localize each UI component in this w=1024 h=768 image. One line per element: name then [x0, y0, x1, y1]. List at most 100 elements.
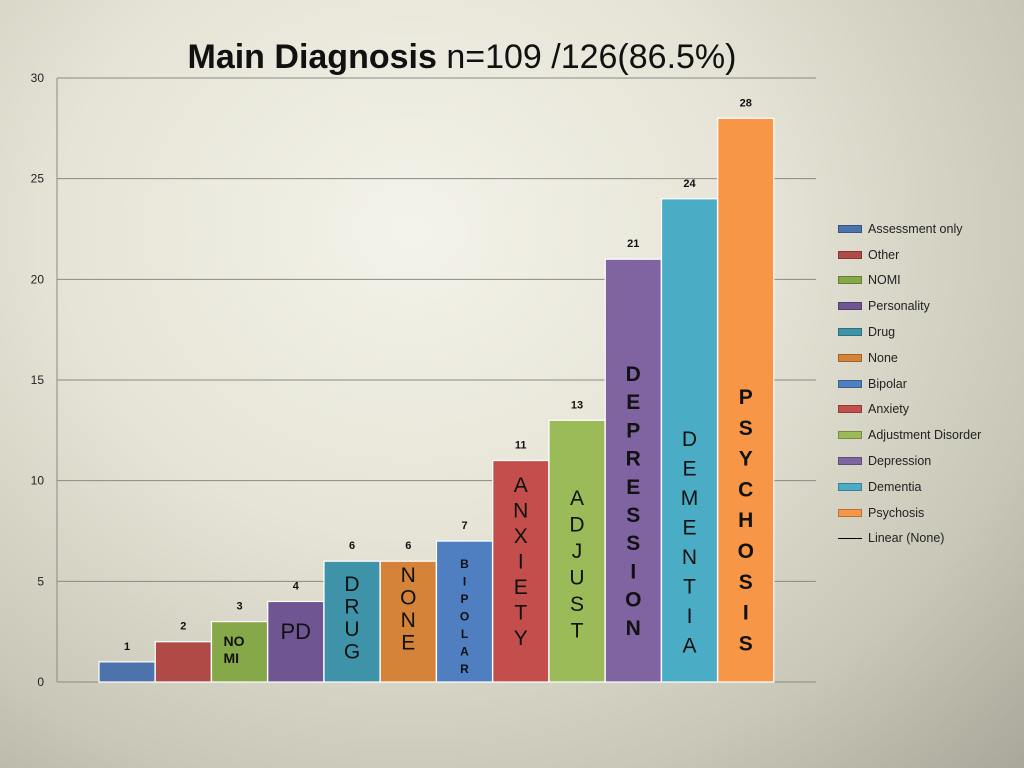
bar-label-letter: T: [514, 602, 527, 625]
y-tick-label: 10: [31, 474, 45, 488]
bar-label-letter: O: [625, 589, 641, 612]
bar-label-letter: A: [570, 487, 584, 510]
legend-item: Personality: [838, 293, 1018, 319]
bar-label-letter: R: [626, 448, 641, 471]
bar-label-letter: E: [514, 576, 528, 599]
bar-label-letter: X: [514, 525, 528, 548]
data-label: 11: [515, 440, 527, 452]
bar-label-letter: M: [681, 487, 699, 510]
bar-label-letter: P: [739, 386, 753, 409]
legend-label: Dementia: [868, 479, 922, 494]
data-label: 28: [740, 97, 752, 109]
legend-label: None: [868, 350, 898, 365]
legend-item: Anxiety: [838, 397, 1018, 423]
y-tick-label: 20: [31, 272, 45, 286]
bar-label-letter: E: [626, 391, 640, 414]
legend-swatch: [838, 431, 862, 440]
bar-label-letter: N: [626, 617, 641, 640]
legend-item: None: [838, 345, 1018, 371]
legend-swatch: [838, 302, 862, 311]
data-label: 6: [405, 540, 411, 552]
bar-label-letter: T: [683, 576, 696, 599]
bar-psychosis: [717, 117, 775, 683]
legend-item: Dementia: [838, 474, 1018, 500]
legend-label: Anxiety: [868, 402, 909, 417]
legend-swatch: [838, 328, 862, 337]
bar-label-letter: S: [739, 571, 753, 594]
data-label: 13: [571, 399, 583, 411]
legend-item: Assessment only: [838, 216, 1018, 242]
bar-label-letter: G: [344, 641, 360, 664]
bar-label-letter: E: [626, 476, 640, 499]
data-label: 6: [349, 540, 355, 552]
bar-none: [379, 560, 437, 683]
bar-label-letter: H: [738, 509, 753, 532]
bar-label-letter: O: [400, 587, 416, 610]
legend-label: Linear (None): [868, 531, 945, 546]
legend-item: Drug: [838, 319, 1018, 345]
chart-title-subtitle: n=109 /126(86.5%): [436, 38, 737, 76]
legend-label: NOMI: [868, 273, 901, 288]
legend-swatch: [838, 276, 862, 285]
bar-label-letter: I: [630, 560, 636, 583]
bar-label-letter: U: [344, 618, 359, 641]
bar-label-letter: S: [739, 632, 753, 655]
data-label: 3: [236, 601, 242, 613]
chart-legend: Assessment only Other NOMI Personality Drug N…: [838, 216, 1018, 551]
chart-title-main: Main Diagnosis: [187, 38, 437, 76]
bar-anxiety: [492, 459, 550, 683]
bar-label-letter: N: [401, 609, 416, 632]
legend-swatch: [838, 224, 862, 233]
legend-label: Psychosis: [868, 505, 925, 520]
bar-label-letter: I: [518, 551, 524, 574]
legend-item: NOMI: [838, 268, 1018, 294]
bar-label: NO: [224, 633, 245, 649]
bar-label-letter: T: [571, 620, 584, 643]
bar-personality: [267, 600, 325, 683]
bar-label-letter: S: [570, 593, 584, 616]
bar-bipolar: [435, 540, 494, 683]
bar-label-letter: U: [569, 567, 584, 590]
legend-item: Psychosis: [838, 500, 1018, 526]
data-label: 1: [124, 641, 130, 653]
bar-label-letter: S: [739, 417, 753, 440]
y-tick-label: 25: [31, 172, 45, 186]
bar-label-letter: I: [463, 575, 466, 589]
data-label: 4: [293, 580, 300, 592]
legend-swatch: [838, 379, 862, 388]
legend-label: Drug: [868, 325, 896, 340]
bar-label-letter: J: [572, 540, 583, 563]
data-label: 2: [180, 621, 186, 633]
legend-swatch: [838, 482, 862, 491]
legend-item: Other: [838, 242, 1018, 268]
legend-swatch: [838, 457, 862, 466]
legend-label: Other: [868, 247, 900, 262]
bar-label-letter: I: [687, 605, 693, 628]
bar-assessment-only: [98, 661, 156, 683]
bar-label-letter: A: [682, 635, 696, 658]
legend-item: Depression: [838, 448, 1018, 474]
bar-label-letter: O: [738, 540, 754, 563]
legend-label: Bipolar: [868, 376, 907, 391]
bar-label-letter: D: [569, 514, 584, 537]
bar-label-letter: N: [513, 500, 528, 523]
data-label: 21: [627, 238, 639, 250]
bar-label-letter: C: [738, 478, 753, 501]
legend-swatch: [838, 405, 862, 414]
bar-label-letter: E: [401, 632, 415, 655]
y-tick-label: 5: [37, 574, 44, 588]
legend-swatch: [838, 353, 862, 362]
y-tick-label: 15: [31, 373, 45, 387]
bar-label-letter: D: [682, 428, 697, 451]
y-tick-label: 0: [37, 675, 44, 689]
legend-label: Adjustment Disorder: [868, 428, 982, 443]
bar-label-letter: S: [626, 532, 640, 555]
y-tick-label: 30: [31, 71, 45, 85]
bar-label-letter: S: [626, 504, 640, 527]
bar-label-letter: L: [461, 627, 468, 641]
bar-label-letter: Y: [514, 627, 528, 650]
bar-label-letter: D: [626, 363, 641, 386]
bar-nomi: [210, 620, 269, 683]
bar-label-letter: N: [682, 546, 697, 569]
